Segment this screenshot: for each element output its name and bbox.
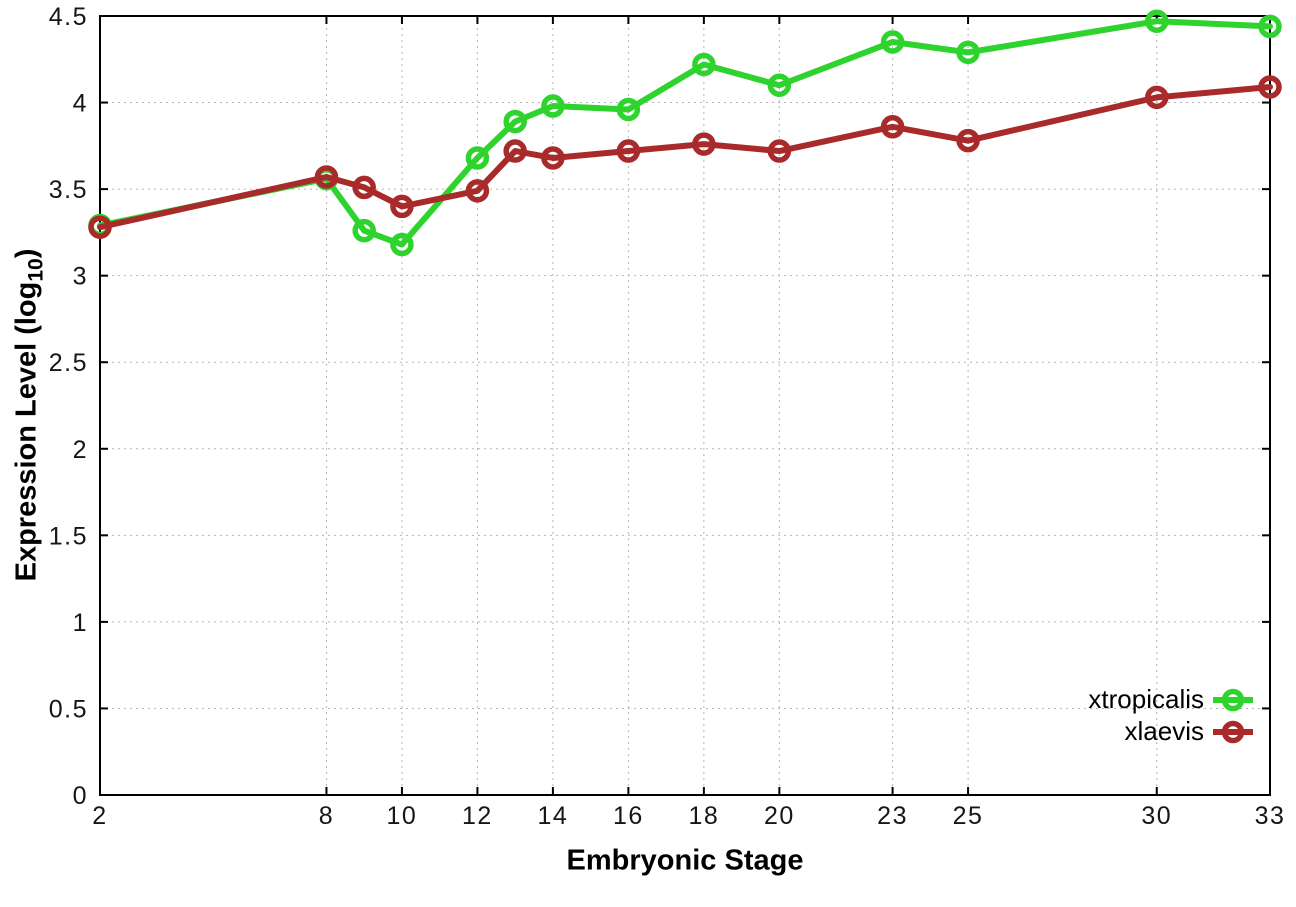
data-point-xlaevis bbox=[1258, 75, 1282, 99]
data-point-xlaevis bbox=[541, 146, 565, 170]
x-tick-label: 33 bbox=[1255, 802, 1286, 830]
data-point-xtropicalis bbox=[390, 232, 414, 257]
x-tick-label: 8 bbox=[319, 802, 334, 830]
series-xtropicalis bbox=[88, 9, 1282, 257]
legend-marker-xlaevis bbox=[1213, 720, 1253, 743]
data-point-xlaevis bbox=[692, 132, 716, 156]
y-tick-label: 2 bbox=[73, 436, 88, 464]
series-line-xlaevis bbox=[97, 83, 1273, 231]
y-tick-label: 3.5 bbox=[49, 176, 88, 204]
y-tick-label: 1.5 bbox=[49, 522, 88, 550]
y-tick-label: 3 bbox=[73, 263, 88, 291]
x-tick-label: 12 bbox=[462, 802, 493, 830]
data-point-xtropicalis bbox=[541, 94, 565, 118]
data-point-xlaevis bbox=[465, 179, 490, 203]
data-point-xlaevis bbox=[88, 215, 112, 239]
data-point-xlaevis bbox=[352, 175, 376, 200]
data-point-xlaevis bbox=[1145, 85, 1169, 110]
y-axis-title-text: Expression Level (log bbox=[10, 281, 43, 582]
data-point-xlaevis bbox=[314, 165, 339, 189]
y-axis-title-subscript: 10 bbox=[24, 258, 48, 282]
plot-border bbox=[99, 15, 1271, 796]
data-point-xtropicalis bbox=[352, 218, 376, 243]
x-tick-label: 18 bbox=[688, 802, 719, 830]
data-point-xtropicalis bbox=[692, 52, 716, 77]
legend-label-xlaevis: xlaevis bbox=[1124, 716, 1204, 746]
y-tick-label: 0 bbox=[73, 782, 88, 810]
data-point-xtropicalis bbox=[616, 97, 641, 122]
series-line-xtropicalis bbox=[97, 18, 1273, 248]
y-axis-title: Expression Level (log10) bbox=[10, 248, 48, 582]
y-axis-title-close: ) bbox=[10, 248, 43, 259]
x-tick-label: 16 bbox=[613, 802, 644, 830]
x-tick-label: 25 bbox=[953, 802, 984, 830]
data-point-xlaevis bbox=[880, 115, 905, 139]
x-tick-label: 30 bbox=[1141, 802, 1172, 830]
legend-marker-xtropicalis bbox=[1213, 688, 1253, 711]
legend-entry-xlaevis: xlaevis bbox=[1125, 716, 1254, 747]
x-tick-label: 14 bbox=[537, 802, 568, 830]
data-point-xlaevis bbox=[956, 128, 980, 153]
data-point-xtropicalis bbox=[503, 109, 527, 134]
y-tick-label: 4 bbox=[73, 90, 88, 118]
axis-ticks bbox=[99, 15, 1271, 796]
x-axis-title: Embryonic Stage bbox=[566, 844, 804, 877]
data-point-xtropicalis bbox=[956, 40, 980, 65]
data-point-xlaevis bbox=[390, 194, 414, 219]
x-tick-label: 10 bbox=[387, 802, 418, 830]
axis-tick-labels: 2 8 10 12 14 16 18 20 23 25 30 33 0 0.5 1 1.5 2 2.5 3 3.5 4 4… bbox=[49, 3, 1286, 830]
y-tick-label: 1 bbox=[73, 609, 88, 637]
y-tick-label: 2.5 bbox=[49, 349, 88, 377]
data-point-xtropicalis bbox=[1145, 9, 1169, 33]
y-tick-label: 4.5 bbox=[49, 3, 88, 31]
y-tick-label: 0.5 bbox=[49, 695, 88, 723]
data-point-xtropicalis bbox=[767, 73, 792, 97]
series-xlaevis bbox=[88, 75, 1282, 239]
data-point-xtropicalis bbox=[880, 30, 905, 54]
x-tick-label: 20 bbox=[764, 802, 795, 830]
data-point-xtropicalis bbox=[1258, 14, 1282, 39]
x-tick-label: 2 bbox=[92, 802, 107, 830]
data-point-xlaevis bbox=[503, 139, 527, 163]
legend: xtropicalis xlaevis bbox=[1088, 684, 1254, 747]
data-point-xlaevis bbox=[767, 139, 792, 163]
legend-label-xtropicalis: xtropicalis bbox=[1088, 684, 1204, 714]
legend-entry-xtropicalis: xtropicalis bbox=[1088, 684, 1254, 715]
gridlines bbox=[100, 16, 1270, 795]
x-tick-label: 23 bbox=[877, 802, 908, 830]
data-point-xtropicalis bbox=[465, 146, 490, 170]
data-point-xlaevis bbox=[616, 139, 641, 163]
